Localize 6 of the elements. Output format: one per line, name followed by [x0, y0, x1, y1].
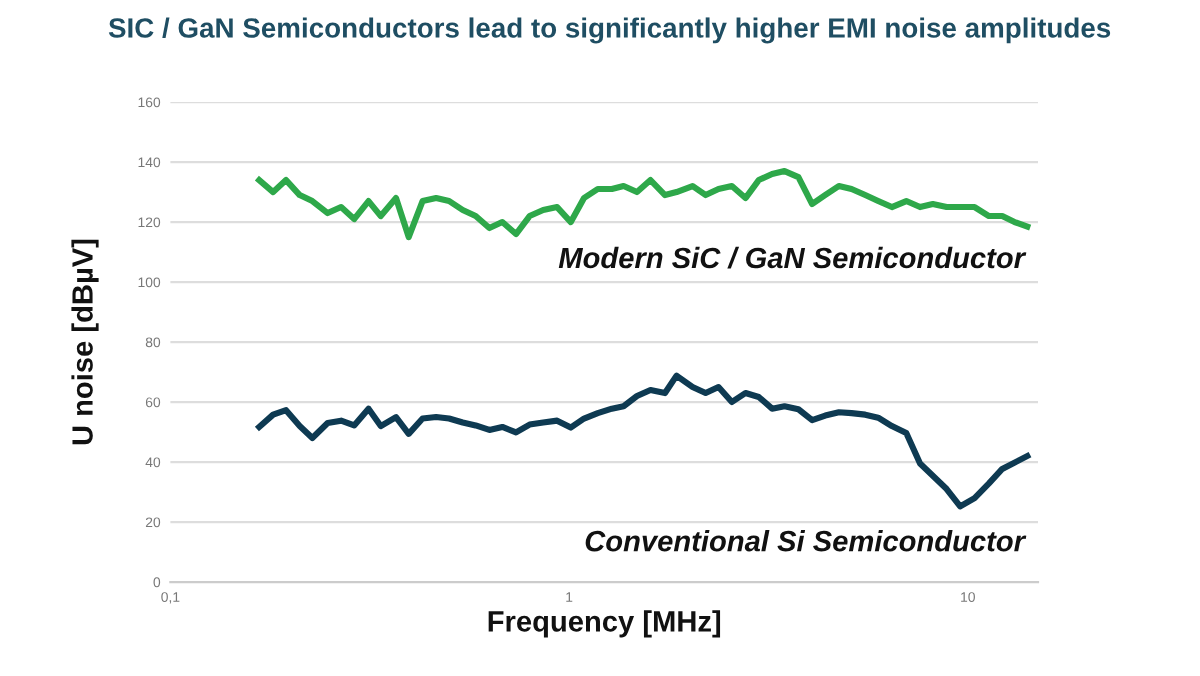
y-axis-title: U noise [dBµV]: [71, 239, 99, 445]
chart-title: SIC / GaN Semiconductors lead to significantly higher EMI noise amplitudes: [108, 17, 1111, 44]
series-label: Modern SiC / GaN Semiconductor: [558, 246, 1027, 269]
x-axis-title: Frequency [MHz]: [488, 610, 721, 638]
line-series: [256, 168, 1031, 241]
text: Conventional Si Semiconductor: [585, 530, 1027, 552]
